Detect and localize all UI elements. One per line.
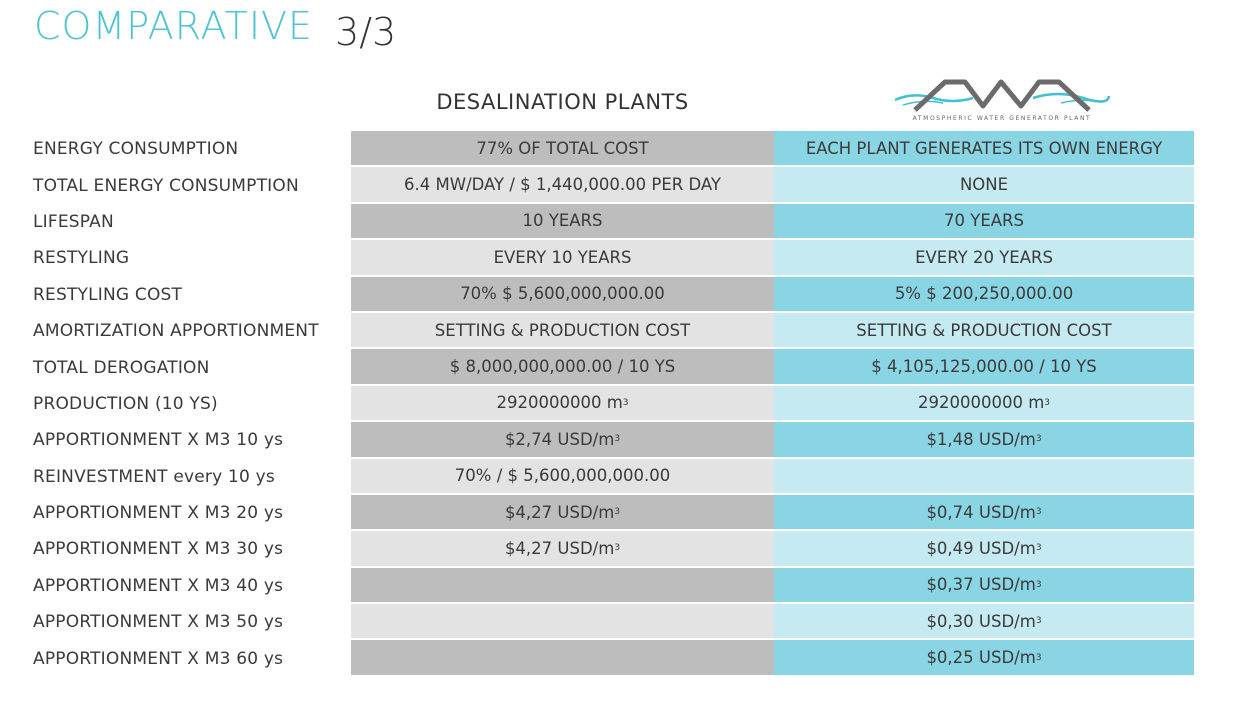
awa-value: NONE xyxy=(959,175,1009,195)
table-row: RESTYLING EVERY 10 YEARS EVERY 20 YEARS xyxy=(0,240,1237,277)
row-label: TOTAL ENERGY CONSUMPTION xyxy=(33,175,299,196)
desalination-cell: $ 8,000,000,000.00 / 10 YS xyxy=(351,349,774,386)
row-label: APPORTIONMENT X M3 50 ys xyxy=(33,612,284,633)
desalination-cell: $4,27 USD/m 3 xyxy=(351,531,774,568)
desalination-cell: $4,27 USD/m 3 xyxy=(351,494,774,532)
table-row: APPORTIONMENT X M3 10 ys $2,74 USD/m 3 $1,4… xyxy=(0,422,1237,459)
awa-cell: $ 4,105,125,000.00 / 10 YS xyxy=(774,349,1194,386)
desalination-value: 70% $ 5,600,000,000.00 xyxy=(460,284,665,304)
desalination-value: 2920000000 m xyxy=(496,393,623,413)
table-row: APPORTIONMENT X M3 20 ys $4,27 USD/m 3 $0,7… xyxy=(0,494,1237,532)
desalination-value: 6.4 MW/DAY / $ 1,440,000.00 PER DAY xyxy=(404,175,721,195)
row-label: APPORTIONMENT X M3 30 ys xyxy=(33,539,284,560)
awa-cell: 5% $ 200,250,000.00 xyxy=(774,276,1194,313)
row-label: APPORTIONMENT X M3 10 ys xyxy=(33,430,284,451)
row-label: RESTYLING COST xyxy=(33,284,183,305)
desalination-value: $4,27 USD/m xyxy=(504,502,615,522)
table-row: LIFESPAN 10 YEARS 70 YEARS xyxy=(0,203,1237,241)
desalination-cell: EVERY 10 YEARS xyxy=(351,240,774,277)
awa-cell: $1,48 USD/m 3 xyxy=(774,422,1194,459)
table-row: REINVESTMENT every 10 ys 70% / $ 5,600,00… xyxy=(0,458,1237,495)
awa-cell: $0,74 USD/m 3 xyxy=(774,494,1194,532)
desalination-value: 70% / $ 5,600,000,000.00 xyxy=(454,466,671,486)
comparison-table: ENERGY CONSUMPTION 77% OF TOTAL COST EACH … xyxy=(0,131,1237,677)
desalination-cell: 10 YEARS xyxy=(351,203,774,241)
awa-value: EVERY 20 YEARS xyxy=(915,247,1053,267)
desalination-cell xyxy=(351,567,774,605)
row-label: APPORTIONMENT X M3 60 ys xyxy=(33,648,284,669)
awa-value: $ 4,105,125,000.00 / 10 YS xyxy=(871,357,1097,377)
awa-value: $0,37 USD/m xyxy=(926,575,1036,595)
row-label: APPORTIONMENT X M3 40 ys xyxy=(33,575,284,596)
row-label: PRODUCTION (10 YS) xyxy=(33,393,218,414)
awa-cell: $0,37 USD/m 3 xyxy=(774,567,1194,605)
awa-cell: EACH PLANT GENERATES ITS OWN ENERGY xyxy=(774,131,1194,168)
awa-cell: $0,25 USD/m 3 xyxy=(774,640,1194,677)
table-row: TOTAL DEROGATION $ 8,000,000,000.00 / 10 … xyxy=(0,349,1237,386)
table-row: ENERGY CONSUMPTION 77% OF TOTAL COST EACH … xyxy=(0,131,1237,168)
desalination-cell: 77% OF TOTAL COST xyxy=(351,131,774,168)
awa-logo: ATMOSPHERIC WATER GENERATOR PLANT xyxy=(893,78,1111,128)
awa-value: $0,49 USD/m xyxy=(926,538,1036,558)
row-label: AMORTIZATION APPORTIONMENT xyxy=(33,321,319,342)
desalination-cell: SETTING & PRODUCTION COST xyxy=(351,312,774,350)
table-row: TOTAL ENERGY CONSUMPTION 6.4 MW/DAY / $ 1… xyxy=(0,167,1237,204)
row-label: REINVESTMENT every 10 ys xyxy=(33,466,275,487)
awa-logo-mark xyxy=(894,79,1111,112)
desalination-column-header: DESALINATION PLANTS xyxy=(436,90,689,114)
awa-value: $0,25 USD/m xyxy=(926,648,1036,668)
awa-value: $1,48 USD/m xyxy=(926,429,1036,449)
awa-value: 5% $ 200,250,000.00 xyxy=(894,284,1074,304)
awa-tagline: ATMOSPHERIC WATER GENERATOR PLANT xyxy=(912,115,1092,122)
desalination-cell: 70% $ 5,600,000,000.00 xyxy=(351,276,774,313)
page-title: COMPARATIVE 3/3 xyxy=(34,4,396,54)
row-label: ENERGY CONSUMPTION xyxy=(33,139,239,160)
desalination-cell: 70% / $ 5,600,000,000.00 xyxy=(351,458,774,495)
desalination-value: $4,27 USD/m xyxy=(504,538,615,558)
table-row: AMORTIZATION APPORTIONMENT SETTING & PROD… xyxy=(0,312,1237,350)
table-row: APPORTIONMENT X M3 30 ys $4,27 USD/m 3 $0,4… xyxy=(0,531,1237,568)
row-label: LIFESPAN xyxy=(33,211,114,232)
desalination-cell xyxy=(351,640,774,677)
desalination-value: SETTING & PRODUCTION COST xyxy=(434,320,691,340)
table-row: PRODUCTION (10 YS) 2920000000 m 3 292000000… xyxy=(0,385,1237,423)
awa-value: EACH PLANT GENERATES ITS OWN ENERGY xyxy=(805,138,1163,158)
table-row: APPORTIONMENT X M3 50 ys $0,30 USD/m 3 xyxy=(0,604,1237,641)
table-row: RESTYLING COST 70% $ 5,600,000,000.00 5% $… xyxy=(0,276,1237,313)
desalination-value: $ 8,000,000,000.00 / 10 YS xyxy=(449,357,676,377)
desalination-cell xyxy=(351,604,774,641)
row-label: RESTYLING xyxy=(33,248,130,269)
awa-cell: $0,30 USD/m 3 xyxy=(774,604,1194,641)
awa-value: 2920000000 m xyxy=(917,393,1045,413)
awa-cell: SETTING & PRODUCTION COST xyxy=(774,312,1194,350)
awa-value: $0,30 USD/m xyxy=(926,611,1036,631)
awa-value: 70 YEARS xyxy=(944,211,1024,231)
awa-value: SETTING & PRODUCTION COST xyxy=(856,320,1112,340)
desalination-cell: $2,74 USD/m 3 xyxy=(351,422,774,459)
awa-value: $0,74 USD/m xyxy=(926,502,1036,522)
desalination-value: EVERY 10 YEARS xyxy=(493,247,632,267)
awa-cell: 70 YEARS xyxy=(774,203,1194,241)
desalination-value: 77% OF TOTAL COST xyxy=(476,138,649,158)
title-main: COMPARATIVE xyxy=(34,4,314,48)
desalination-value: $2,74 USD/m xyxy=(504,429,615,449)
awa-cell: $0,49 USD/m 3 xyxy=(774,531,1194,568)
desalination-value: 10 YEARS xyxy=(522,211,603,231)
table-row: APPORTIONMENT X M3 40 ys $0,37 USD/m 3 xyxy=(0,567,1237,605)
table-row: APPORTIONMENT X M3 60 ys $0,25 USD/m 3 xyxy=(0,640,1237,677)
awa-cell: EVERY 20 YEARS xyxy=(774,240,1194,277)
page-number: 3/3 xyxy=(335,10,397,54)
awa-cell: NONE xyxy=(774,167,1194,204)
awa-cell xyxy=(774,458,1194,495)
row-label: TOTAL DEROGATION xyxy=(33,357,210,378)
row-label: APPORTIONMENT X M3 20 ys xyxy=(33,503,284,524)
desalination-cell: 6.4 MW/DAY / $ 1,440,000.00 PER DAY xyxy=(351,167,774,204)
